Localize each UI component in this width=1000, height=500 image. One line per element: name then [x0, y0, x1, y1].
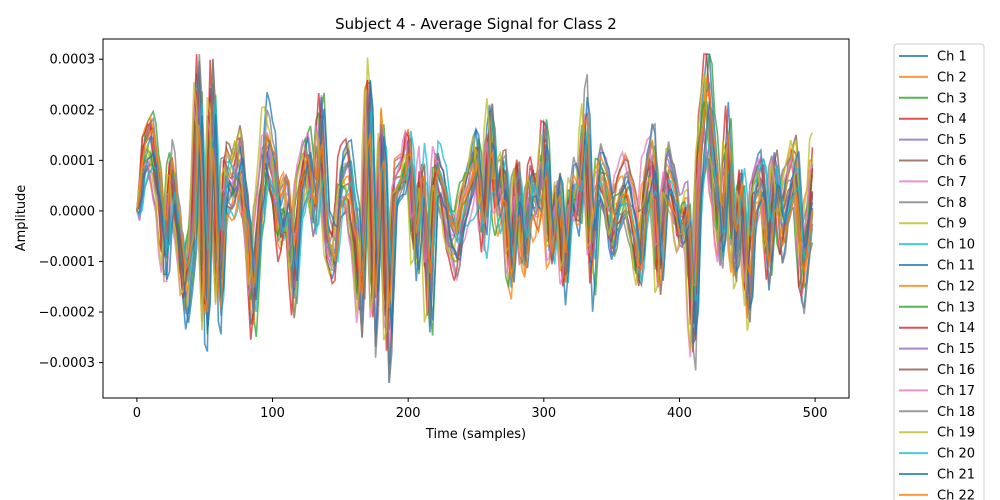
y-tick-label: −0.0003 — [39, 356, 95, 371]
legend-label: Ch 12 — [937, 279, 975, 294]
legend-label: Ch 7 — [937, 175, 967, 190]
legend-label: Ch 15 — [937, 342, 975, 357]
legend-label: Ch 8 — [937, 196, 967, 211]
series-line-ch-21 — [136, 80, 814, 335]
legend-label: Ch 1 — [937, 50, 967, 65]
x-tick-label: 0 — [133, 406, 141, 421]
legend-label: Ch 13 — [937, 300, 975, 315]
y-axis: −0.0003 −0.0002 −0.0001 0.0000 0.0001 0.0002 0… — [39, 53, 103, 371]
legend-label: Ch 2 — [937, 70, 967, 85]
legend-label: Ch 14 — [937, 321, 975, 336]
plot-frame — [102, 38, 850, 399]
legend-label: Ch 16 — [937, 363, 975, 378]
y-tick-label: 0.0000 — [50, 204, 96, 219]
y-axis-label: Amplitude — [14, 185, 29, 252]
legend-label: Ch 18 — [937, 405, 975, 420]
y-tick-label: −0.0002 — [39, 306, 95, 321]
x-axis: 0 100 200 300 400 500 — [133, 398, 828, 421]
y-tick-label: 0.0001 — [50, 154, 96, 169]
x-tick-label: 500 — [803, 406, 828, 421]
x-tick-label: 200 — [396, 406, 421, 421]
legend-box — [893, 43, 985, 500]
legend-label: Ch 5 — [937, 133, 967, 148]
legend-label: Ch 10 — [937, 238, 975, 253]
legend-label: Ch 20 — [937, 447, 975, 462]
series-line-ch-22 — [136, 86, 814, 313]
y-tick-label: 0.0002 — [50, 103, 96, 118]
chart-title: Subject 4 - Average Signal for Class 2 — [335, 15, 617, 33]
legend-label: Ch 6 — [937, 154, 967, 169]
legend-label: Ch 22 — [937, 488, 975, 500]
x-tick-label: 400 — [667, 406, 692, 421]
series-group — [136, 53, 814, 383]
series-line-ch-19 — [136, 73, 814, 350]
legend-label: Ch 9 — [937, 217, 967, 232]
legend: Ch 1 Ch 2 Ch 3 Ch 4 Ch 5 Ch 6 Ch 7 Ch 8 Ch 9 Ch 1… — [893, 43, 985, 500]
x-tick-label: 100 — [260, 406, 285, 421]
y-tick-label: −0.0001 — [39, 255, 95, 270]
legend-label: Ch 3 — [937, 91, 967, 106]
y-tick-label: 0.0003 — [50, 53, 96, 68]
legend-label: Ch 11 — [937, 259, 975, 274]
x-tick-label: 300 — [531, 406, 556, 421]
x-axis-label: Time (samples) — [425, 427, 526, 442]
legend-label: Ch 4 — [937, 112, 967, 127]
legend-label: Ch 19 — [937, 426, 975, 441]
legend-label: Ch 21 — [937, 468, 975, 483]
legend-label: Ch 17 — [937, 384, 975, 399]
